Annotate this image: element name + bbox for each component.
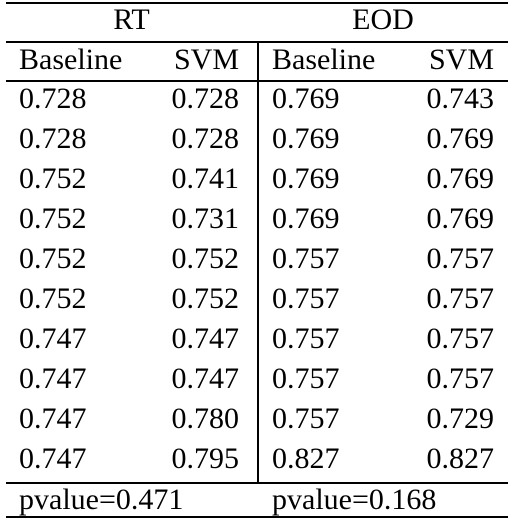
column-header-eod-baseline: Baseline bbox=[272, 43, 376, 76]
table-cell: 0.827 bbox=[426, 442, 495, 475]
table-cell: 0.757 bbox=[426, 362, 495, 395]
table-cell: 0.757 bbox=[272, 282, 340, 315]
table-cell: 0.747 bbox=[171, 362, 240, 395]
column-header-eod-svm: SVM bbox=[428, 43, 494, 76]
table-cell: 0.780 bbox=[171, 402, 240, 435]
group-header-rt: RT bbox=[113, 3, 150, 36]
table-cell: 0.769 bbox=[272, 162, 340, 195]
table-cell: 0.728 bbox=[19, 82, 87, 115]
table-cell: 0.769 bbox=[426, 122, 495, 155]
table-cell: 0.769 bbox=[426, 202, 495, 235]
table-cell: 0.743 bbox=[426, 82, 495, 115]
table-cell: 0.757 bbox=[426, 242, 495, 275]
column-header-rt-baseline: Baseline bbox=[19, 43, 123, 76]
table-cell: 0.757 bbox=[272, 402, 340, 435]
table-cell: 0.747 bbox=[19, 362, 87, 395]
pvalue-eod: pvalue=0.168 bbox=[272, 483, 437, 516]
table-cell: 0.757 bbox=[426, 282, 495, 315]
table-cell: 0.757 bbox=[272, 242, 340, 275]
table-cell: 0.769 bbox=[426, 162, 495, 195]
table-cell: 0.731 bbox=[171, 202, 240, 235]
table-cell: 0.747 bbox=[171, 322, 240, 355]
table-cell: 0.757 bbox=[426, 322, 495, 355]
table-cell: 0.795 bbox=[171, 442, 240, 475]
group-divider bbox=[257, 41, 259, 482]
table-cell: 0.747 bbox=[19, 402, 87, 435]
table-cell: 0.728 bbox=[171, 122, 240, 155]
table-cell: 0.769 bbox=[272, 82, 340, 115]
table-cell: 0.769 bbox=[272, 202, 340, 235]
group-header-eod: EOD bbox=[352, 3, 414, 36]
table-cell: 0.752 bbox=[19, 242, 87, 275]
table-cell: 0.827 bbox=[272, 442, 340, 475]
table-cell: 0.757 bbox=[272, 362, 340, 395]
table-cell: 0.747 bbox=[19, 322, 87, 355]
table-cell: 0.752 bbox=[19, 162, 87, 195]
table-cell: 0.752 bbox=[171, 282, 240, 315]
table-cell: 0.728 bbox=[171, 82, 240, 115]
table-cell: 0.729 bbox=[426, 402, 495, 435]
top-rule bbox=[6, 2, 508, 4]
table-cell: 0.752 bbox=[19, 282, 87, 315]
body-bottom-rule bbox=[6, 482, 508, 484]
table-cell: 0.769 bbox=[272, 122, 340, 155]
table-cell: 0.747 bbox=[19, 442, 87, 475]
bottom-rule bbox=[6, 516, 508, 518]
table-cell: 0.741 bbox=[171, 162, 240, 195]
table-cell: 0.752 bbox=[19, 202, 87, 235]
table-cell: 0.757 bbox=[272, 322, 340, 355]
table-cell: 0.752 bbox=[171, 242, 240, 275]
pvalue-rt: pvalue=0.471 bbox=[19, 483, 184, 516]
column-header-rt-svm: SVM bbox=[173, 43, 239, 76]
table-cell: 0.728 bbox=[19, 122, 87, 155]
